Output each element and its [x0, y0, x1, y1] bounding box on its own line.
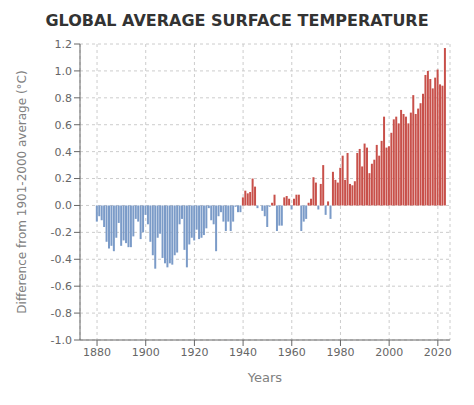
svg-text:1980: 1980 — [326, 346, 354, 359]
svg-text:1900: 1900 — [132, 346, 160, 359]
svg-text:0.0: 0.0 — [55, 199, 73, 212]
svg-text:-0.4: -0.4 — [51, 253, 72, 266]
svg-text:Years: Years — [247, 370, 283, 385]
svg-text:-0.8: -0.8 — [51, 307, 72, 320]
svg-text:-0.2: -0.2 — [51, 226, 72, 239]
svg-text:1920: 1920 — [180, 346, 208, 359]
svg-text:1880: 1880 — [83, 346, 111, 359]
svg-text:1940: 1940 — [229, 346, 257, 359]
html-text:GLOBAL AVERAGE SURFACE TEMPERA: GLOBAL AVERAGE SURFACE TEMPERATURE — [45, 11, 429, 30]
svg-text:1.2: 1.2 — [55, 38, 73, 51]
svg-text:0.6: 0.6 — [55, 119, 73, 132]
svg-text:2000: 2000 — [375, 346, 403, 359]
svg-text:-0.6: -0.6 — [51, 280, 72, 293]
svg-text:0.2: 0.2 — [55, 172, 73, 185]
svg-text:-1.0: -1.0 — [51, 334, 72, 347]
svg-text:0.4: 0.4 — [55, 146, 73, 159]
svg-text:2020: 2020 — [424, 346, 452, 359]
svg-text:Difference from 1901-2000 aver: Difference from 1901-2000 average (°C) — [15, 70, 29, 313]
svg-text:1.0: 1.0 — [55, 65, 73, 78]
svg-text:0.8: 0.8 — [55, 92, 73, 105]
svg-text:1960: 1960 — [278, 346, 306, 359]
